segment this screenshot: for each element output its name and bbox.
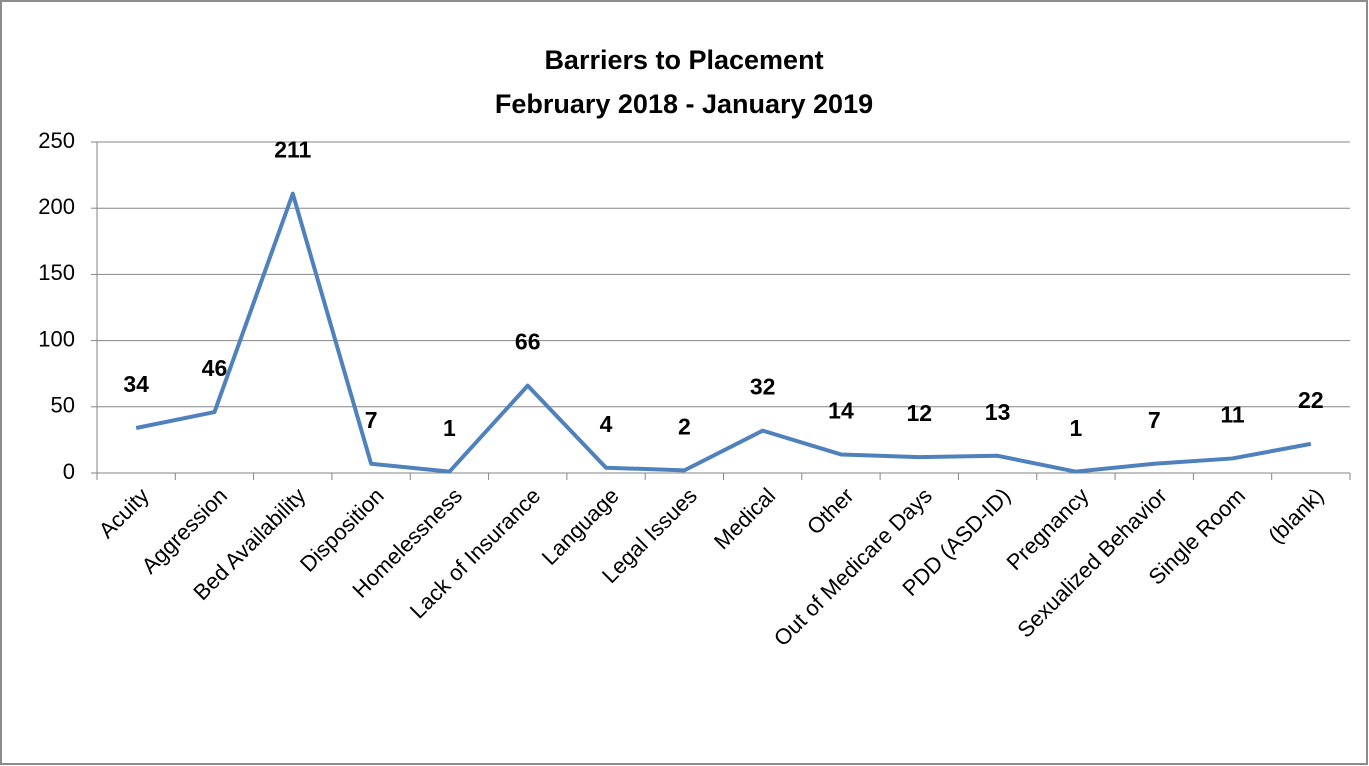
data-label: 13 [985, 399, 1011, 425]
data-label: 46 [202, 355, 228, 381]
data-label: 1 [443, 415, 456, 441]
data-label: 22 [1298, 387, 1324, 413]
y-tick-label: 250 [38, 128, 75, 153]
data-label: 14 [828, 398, 854, 424]
data-label: 11 [1220, 402, 1245, 428]
data-line [135, 191, 1312, 474]
data-label: 7 [365, 407, 378, 433]
data-label: 4 [600, 411, 613, 437]
y-tick-label: 150 [38, 260, 75, 285]
data-label: 34 [123, 371, 149, 397]
chart-subtitle: February 2018 - January 2019 [495, 89, 873, 119]
data-label: 211 [274, 137, 311, 163]
y-tick-label: 0 [63, 459, 75, 484]
y-tick-label: 50 [51, 393, 75, 418]
data-label: 2 [678, 413, 691, 439]
y-tick-label: 100 [38, 326, 75, 351]
data-label: 66 [515, 329, 541, 355]
data-label: 7 [1148, 407, 1161, 433]
data-label: 12 [906, 400, 932, 426]
y-tick-label: 200 [38, 194, 75, 219]
chart-title: Barriers to Placement [544, 45, 823, 75]
data-label: 32 [750, 374, 776, 400]
data-label: 1 [1070, 415, 1083, 441]
